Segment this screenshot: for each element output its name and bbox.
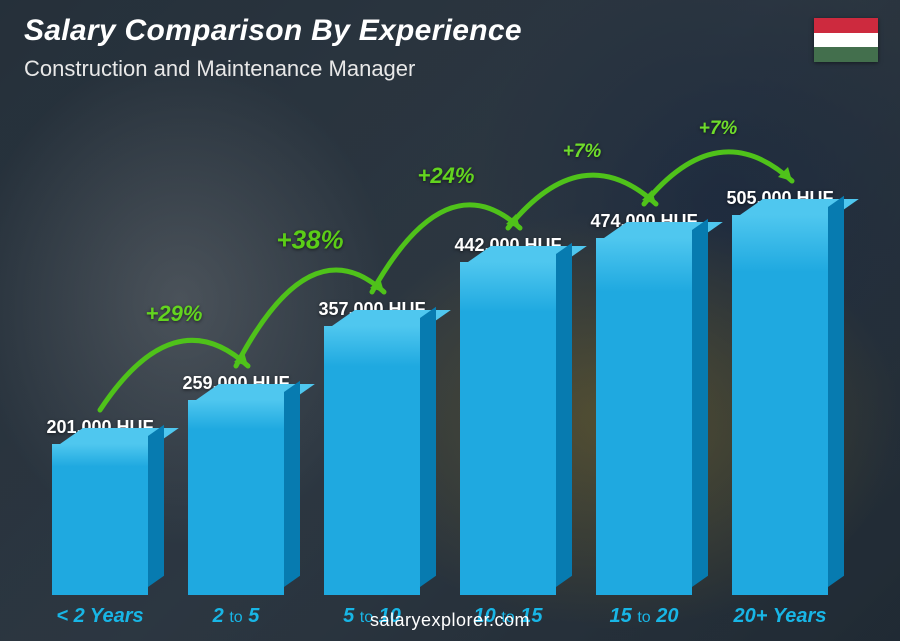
country-flag-icon [814,18,878,62]
bar-slot: 474,000 HUF15 to 20 [596,211,692,595]
increase-percent: +24% [418,163,475,189]
bar-slot: 201,000 HUF< 2 Years [52,417,148,595]
increase-percent: +29% [146,301,203,327]
bar-side [556,243,572,587]
bar-front [596,238,692,595]
bar-side [692,219,708,587]
bar [596,238,692,595]
bar [732,215,828,595]
bar-front [52,444,148,595]
increase-percent: +7% [563,141,602,163]
bar-side [148,425,164,587]
bar-front [460,262,556,595]
bar-slot: 505,000 HUF20+ Years [732,188,828,595]
increase-percent: +7% [699,118,738,140]
page-title: Salary Comparison By Experience [24,14,522,48]
bar-slot: 442,000 HUF10 to 15 [460,235,556,595]
bar-front [324,326,420,595]
bar-slot: 357,000 HUF5 to 10 [324,299,420,595]
salary-chart-infographic: Salary Comparison By Experience Construc… [0,0,900,641]
bar [188,400,284,595]
bar [52,444,148,595]
bar-side [284,381,300,587]
flag-stripe [814,33,878,48]
bar-side [420,307,436,587]
bar-front [732,215,828,595]
bar-side [828,196,844,587]
flag-stripe [814,47,878,62]
flag-stripe [814,18,878,33]
bar [324,326,420,595]
bar-chart: 201,000 HUF< 2 Years 259,000 HUF2 to 5 357… [30,75,850,595]
increase-percent: +38% [276,225,343,256]
footer-source: salaryexplorer.com [0,610,900,631]
bar-front [188,400,284,595]
title-text: Salary Comparison By Experience [24,14,522,47]
bar-slot: 259,000 HUF2 to 5 [188,373,284,595]
bar [460,262,556,595]
